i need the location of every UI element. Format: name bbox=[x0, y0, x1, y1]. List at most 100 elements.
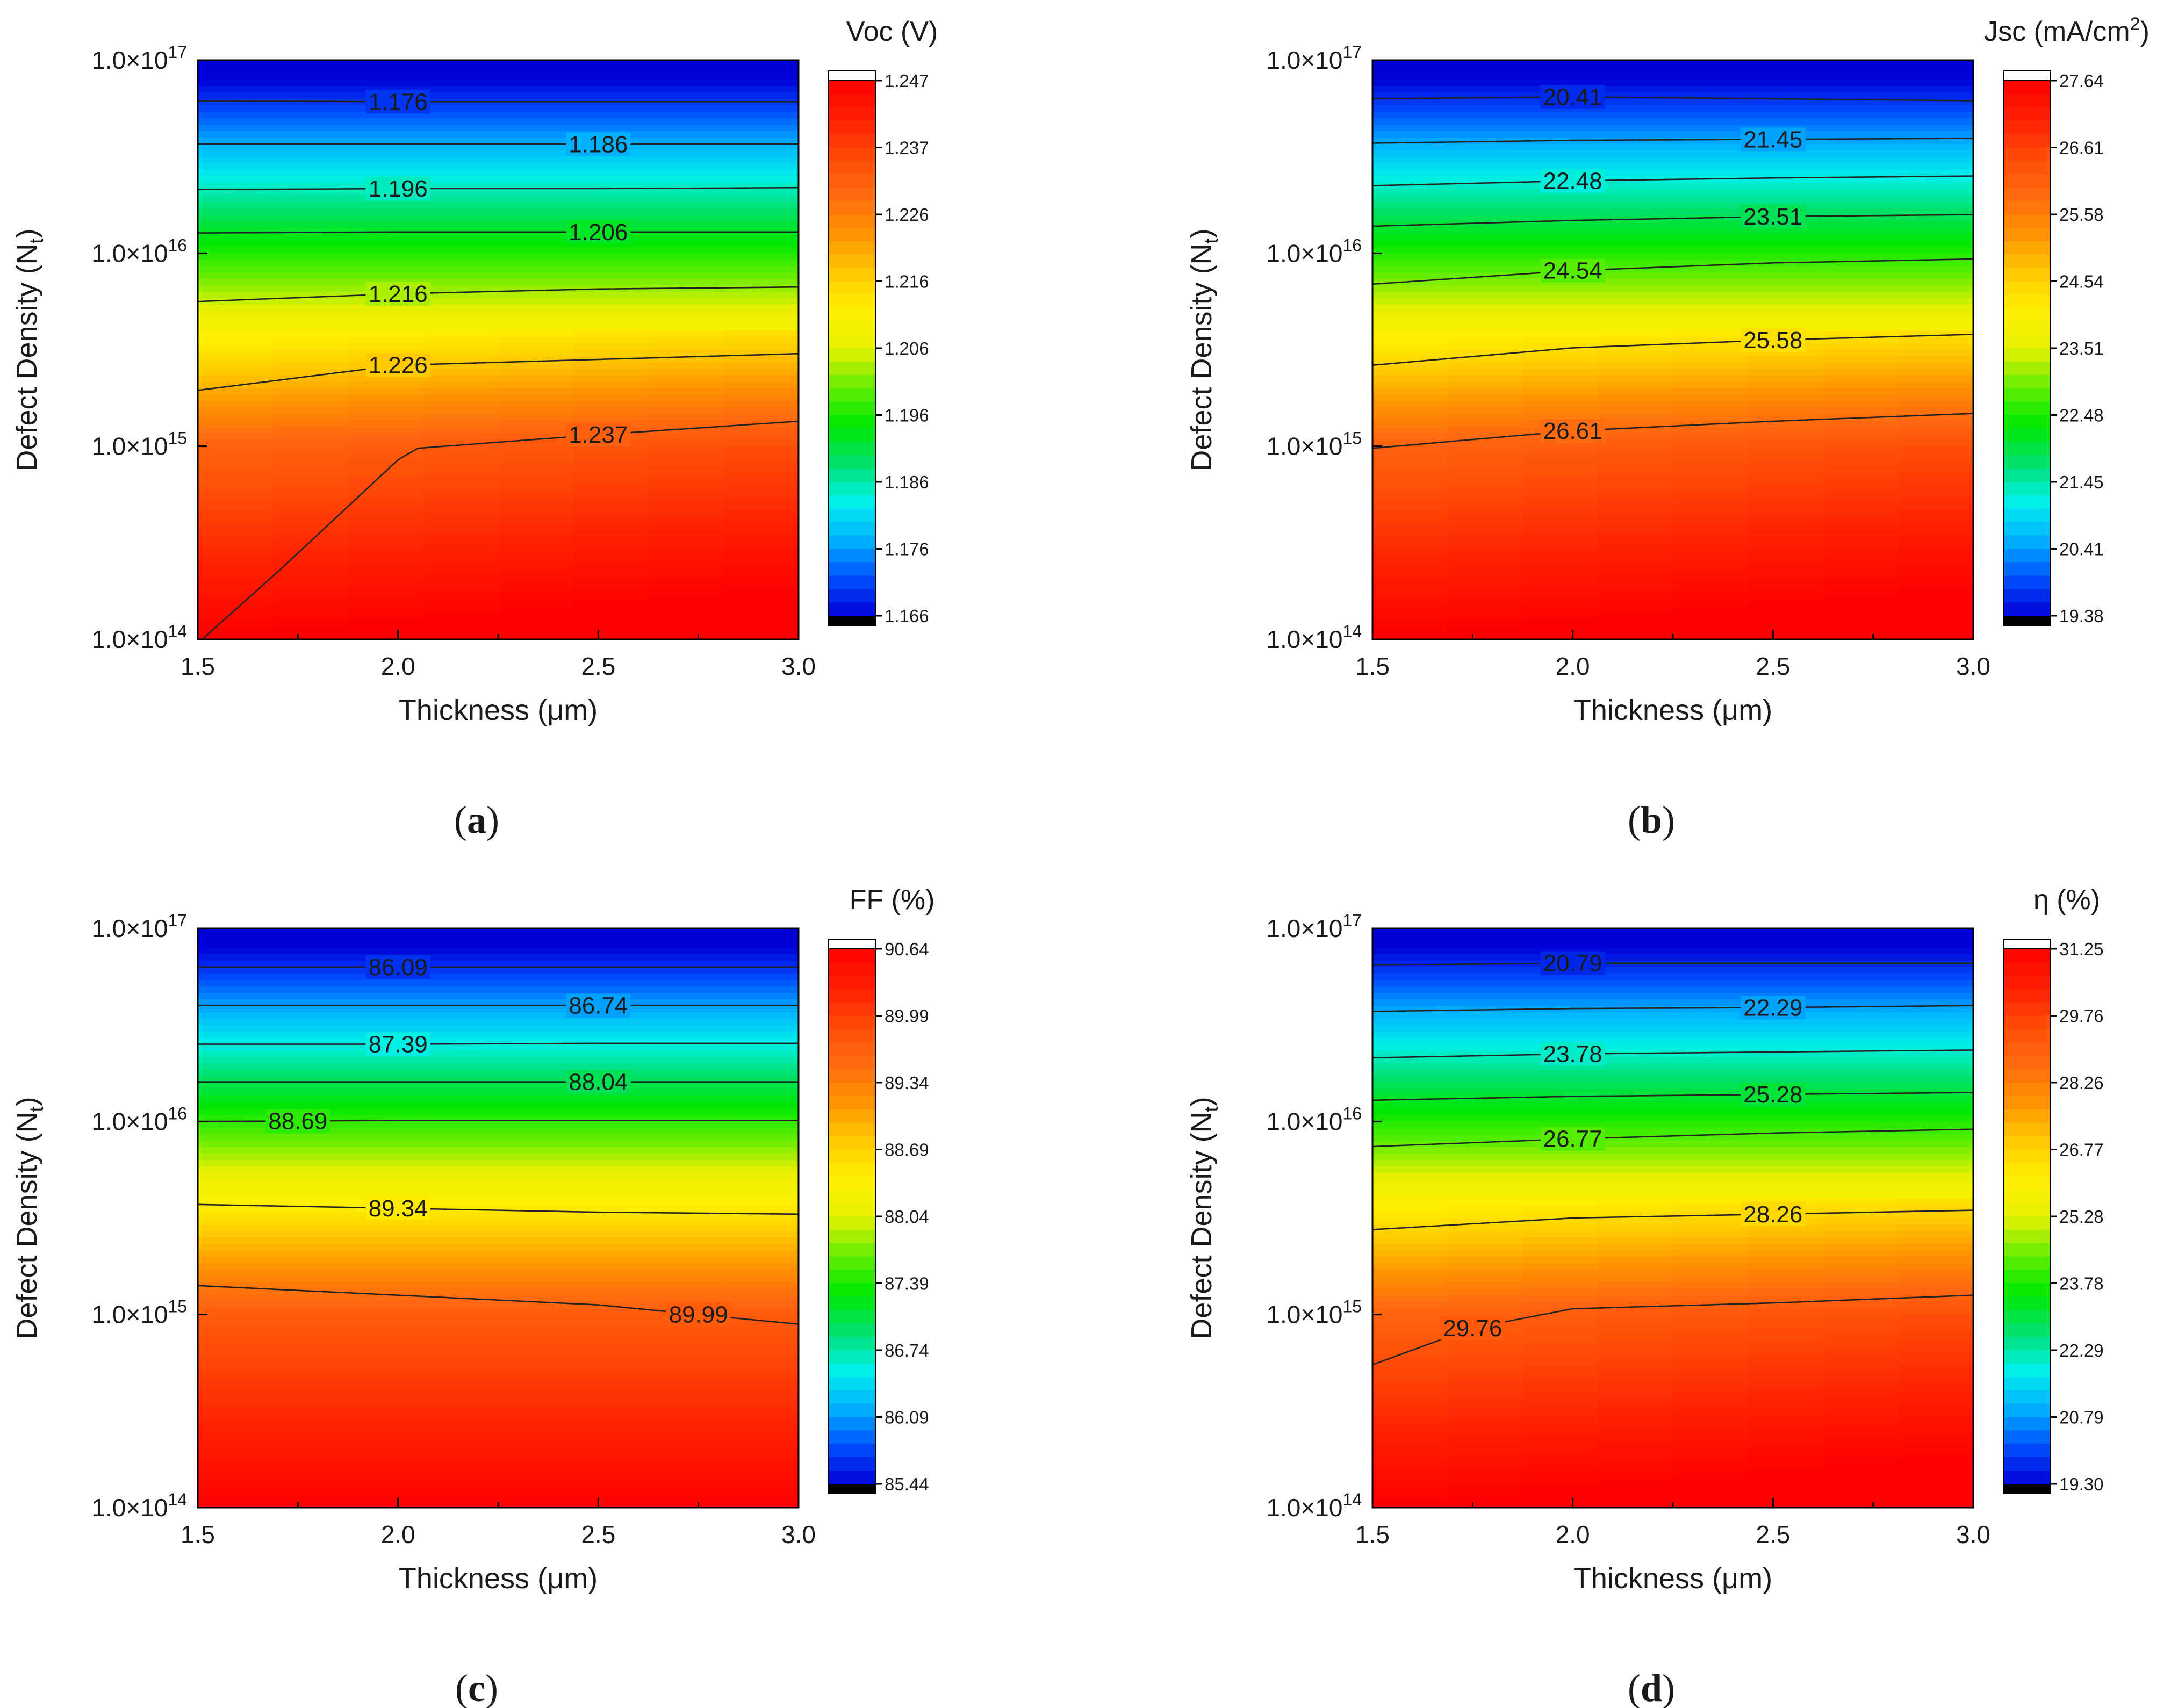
heat-cell bbox=[1372, 986, 1448, 993]
heat-cell bbox=[498, 1173, 574, 1180]
heat-cell bbox=[723, 1366, 799, 1373]
heat-cell bbox=[648, 1192, 724, 1199]
heat-cell bbox=[1372, 60, 1448, 67]
colorbar-bin bbox=[829, 1056, 876, 1070]
heat-cell bbox=[1372, 1063, 1448, 1071]
heat-cell bbox=[573, 485, 649, 492]
heat-cell bbox=[723, 549, 799, 557]
heat-cell bbox=[1447, 1417, 1523, 1425]
colorbar-bin bbox=[829, 1377, 876, 1391]
heat-cell bbox=[348, 1359, 424, 1367]
heat-cell bbox=[723, 523, 799, 531]
heat-cell bbox=[1522, 163, 1599, 170]
heat-cell bbox=[573, 1057, 649, 1064]
heat-cell bbox=[1823, 189, 1899, 196]
heat-cell bbox=[423, 401, 499, 408]
heat-cell bbox=[1748, 1417, 1824, 1425]
heat-cell bbox=[272, 1160, 349, 1167]
heat-cell bbox=[1823, 485, 1899, 492]
heat-cell bbox=[272, 1224, 349, 1231]
heat-cell bbox=[1823, 79, 1899, 87]
heat-cell bbox=[1823, 343, 1899, 350]
heat-cell bbox=[573, 67, 649, 74]
heat-cell bbox=[423, 201, 499, 209]
heat-cell bbox=[272, 169, 349, 177]
heat-cell bbox=[723, 1334, 799, 1341]
heat-cell bbox=[423, 530, 499, 537]
heat-cell bbox=[648, 279, 724, 286]
heat-cell bbox=[1372, 439, 1448, 447]
heat-cell bbox=[198, 221, 274, 228]
heat-cell bbox=[648, 614, 724, 621]
heat-cell bbox=[272, 1475, 349, 1482]
heat-cell bbox=[1748, 1025, 1824, 1032]
heat-cell bbox=[1372, 960, 1448, 968]
heat-cell bbox=[1372, 1031, 1448, 1039]
heat-cell bbox=[723, 594, 799, 601]
heat-cell bbox=[1447, 163, 1523, 170]
colorbar-bin bbox=[829, 482, 876, 496]
heat-cell bbox=[423, 1372, 499, 1380]
heat-cell bbox=[1447, 1070, 1523, 1077]
heat-cell bbox=[423, 549, 499, 557]
heat-cell bbox=[1898, 298, 1973, 305]
heat-cell bbox=[723, 208, 799, 215]
colorbar-bin bbox=[2003, 415, 2051, 429]
colorbar-bin bbox=[829, 161, 876, 175]
heat-cell bbox=[1748, 523, 1824, 531]
heat-cell bbox=[348, 375, 424, 383]
heat-cell bbox=[1372, 253, 1448, 261]
heat-cell bbox=[1823, 504, 1899, 511]
heat-cell bbox=[272, 79, 349, 87]
heat-cell bbox=[1447, 189, 1523, 196]
y-tick-exponent: 17 bbox=[168, 911, 187, 930]
heat-cell bbox=[198, 556, 274, 563]
heat-cell bbox=[1898, 1243, 1973, 1251]
heat-cell bbox=[272, 1469, 349, 1476]
heat-cell bbox=[423, 1417, 499, 1425]
heat-cell bbox=[1898, 427, 1973, 434]
y-axis-label-sub: t bbox=[1200, 238, 1222, 243]
heat-cell bbox=[423, 485, 499, 492]
heat-cell bbox=[648, 992, 724, 1000]
y-tick-exponent: 15 bbox=[1342, 1297, 1362, 1316]
heat-cell bbox=[1522, 1469, 1599, 1476]
heat-cell bbox=[198, 350, 274, 357]
y-tick-label: 1.0×1014 bbox=[91, 622, 187, 653]
heat-cell bbox=[1898, 394, 1973, 402]
heat-cell bbox=[1447, 1424, 1523, 1431]
heat-cell bbox=[423, 118, 499, 125]
heat-cell bbox=[348, 414, 424, 421]
heat-cell bbox=[348, 1057, 424, 1064]
heat-cell bbox=[1598, 1488, 1673, 1495]
contour-label-bg bbox=[566, 423, 631, 447]
heat-cell bbox=[1598, 1154, 1673, 1161]
heat-cell bbox=[423, 1005, 499, 1013]
heat-cell bbox=[723, 118, 799, 125]
x-tick-label: 3.0 bbox=[1956, 652, 1990, 680]
heat-cell bbox=[1823, 1314, 1899, 1322]
heat-cell bbox=[573, 510, 649, 518]
heat-cell bbox=[498, 1353, 574, 1360]
heat-cell bbox=[1372, 1314, 1448, 1322]
heat-cell bbox=[573, 407, 649, 415]
heat-cell bbox=[1823, 1327, 1899, 1335]
heat-cell bbox=[723, 1443, 799, 1450]
heat-cell bbox=[1372, 356, 1448, 363]
heat-cell bbox=[1372, 626, 1448, 633]
heat-cell bbox=[1372, 472, 1448, 479]
heat-cell bbox=[423, 433, 499, 441]
heat-cell bbox=[1447, 1083, 1523, 1090]
heat-cell bbox=[1823, 472, 1899, 479]
heat-cell bbox=[1447, 556, 1523, 563]
heat-cell bbox=[1447, 562, 1523, 570]
heat-cell bbox=[1598, 169, 1673, 177]
heat-cell bbox=[1598, 607, 1673, 614]
heat-cell bbox=[573, 1495, 649, 1502]
heat-cell bbox=[1598, 105, 1673, 112]
heat-cell bbox=[1372, 498, 1448, 505]
heat-cell bbox=[1522, 73, 1599, 80]
heat-cell bbox=[348, 1385, 424, 1393]
heat-cell bbox=[1748, 536, 1824, 544]
heat-cell bbox=[498, 478, 574, 486]
